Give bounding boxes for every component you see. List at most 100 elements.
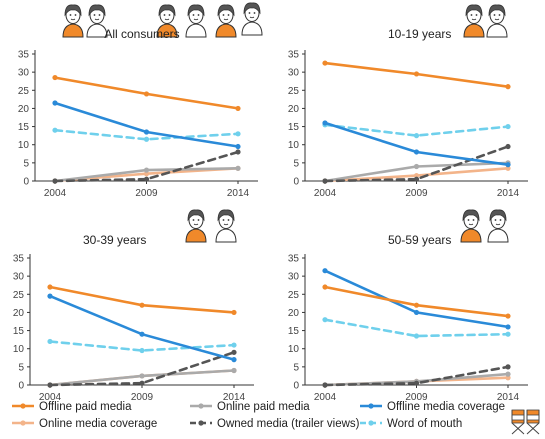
legend-item-online-coverage: Online media coverage (12, 418, 157, 430)
person-eye (69, 14, 72, 16)
data-point-word-of-mouth (505, 331, 511, 337)
person-mouth (494, 18, 500, 21)
data-point-online-coverage (143, 171, 150, 177)
data-point-offline-coverage (143, 129, 150, 135)
person-body (241, 21, 263, 36)
y-tick-label: 5 (293, 362, 299, 373)
person-hair (64, 4, 82, 17)
legend-marker (198, 420, 204, 426)
y-tick-label: 0 (18, 381, 24, 392)
chart-panel-2: 10-19 years 0 5 10 15 20 25 30 35 2004 2009 2014 (288, 4, 528, 199)
person-hair (489, 209, 507, 222)
legend-marker (20, 420, 26, 426)
person-mouth (223, 223, 229, 226)
y-tick-label: 20 (18, 104, 30, 115)
y-tick-label: 0 (293, 381, 299, 392)
data-point-owned-media (47, 382, 53, 388)
data-point-owned-media (235, 149, 241, 155)
data-point-online-coverage (505, 165, 511, 171)
legend-marker (198, 403, 204, 409)
data-point-offline-coverage (322, 120, 328, 126)
data-point-offline-paid (231, 309, 237, 316)
person-eye (499, 219, 502, 221)
data-point-word-of-mouth (52, 127, 58, 133)
data-point-offline-paid (322, 60, 328, 66)
person-mouth (468, 223, 474, 226)
y-tick-label: 20 (288, 104, 300, 115)
y-tick-label: 5 (23, 158, 29, 169)
person-body (215, 23, 237, 38)
data-point-offline-coverage (413, 309, 420, 316)
y-tick-label: 5 (18, 362, 24, 373)
y-tick-label: 15 (18, 122, 30, 133)
data-point-word-of-mouth (322, 317, 328, 323)
data-point-owned-media (322, 382, 328, 388)
chart-title: 30-39 years (83, 233, 146, 247)
data-point-word-of-mouth (231, 342, 237, 348)
data-point-owned-media (231, 349, 237, 355)
person-eye (248, 12, 251, 14)
data-point-offline-paid (413, 71, 420, 77)
y-tick-label: 10 (18, 140, 30, 151)
x-tick-label: 2009 (135, 188, 158, 199)
person-eye (222, 219, 225, 221)
y-tick-label: 25 (18, 86, 30, 97)
y-tick-label: 0 (293, 177, 299, 188)
chart-title: 10-19 years (388, 27, 451, 41)
person-hair (465, 4, 483, 17)
person-icon (460, 209, 482, 243)
chart-panel-1: All consumers 0 5 10 15 20 25 30 35 2004 2009 2014 (18, 2, 263, 199)
y-tick-label: 35 (13, 254, 25, 265)
data-point-owned-media (322, 178, 328, 184)
data-point-online-paid (143, 167, 150, 173)
legend-label: Offline paid media (39, 401, 132, 413)
legend-label: Offline media coverage (387, 401, 505, 413)
person-eye (472, 219, 475, 221)
person-eye (197, 14, 200, 16)
data-point-offline-coverage (47, 293, 53, 299)
data-point-owned-media (52, 178, 58, 184)
data-point-offline-coverage (139, 331, 145, 337)
data-point-owned-media (505, 143, 511, 150)
y-tick-label: 15 (288, 122, 300, 133)
y-tick-label: 15 (13, 326, 25, 337)
person-eye (192, 219, 195, 221)
person-icon (185, 4, 207, 38)
person-mouth (495, 223, 501, 226)
data-point-word-of-mouth (235, 131, 241, 137)
person-icon (86, 4, 108, 38)
person-icon (185, 209, 207, 243)
y-tick-label: 25 (288, 86, 300, 97)
data-point-offline-paid (52, 74, 58, 81)
person-hair (462, 209, 480, 222)
y-tick-label: 10 (288, 140, 300, 151)
person-eye (470, 14, 473, 16)
data-point-offline-coverage (231, 357, 237, 363)
y-tick-label: 30 (288, 272, 300, 283)
y-tick-label: 30 (18, 68, 30, 79)
person-hair (88, 4, 106, 17)
person-mouth (94, 18, 100, 21)
x-tick-label: 2004 (314, 188, 337, 199)
data-point-online-paid (413, 163, 420, 170)
person-icon (62, 4, 84, 38)
data-point-owned-media (143, 176, 150, 182)
data-point-online-paid (139, 373, 145, 379)
chart-title: All consumers (104, 27, 179, 41)
person-hair (217, 209, 235, 222)
person-mouth (193, 223, 199, 226)
legend-item-offline-paid: Offline paid media (12, 401, 132, 413)
person-body (215, 228, 237, 243)
legend-label: Owned media (trailer views) (217, 418, 360, 430)
person-eye (493, 14, 496, 16)
y-tick-label: 0 (23, 177, 29, 188)
y-tick-label: 10 (288, 344, 300, 355)
person-mouth (249, 16, 255, 19)
chart-title: 50-59 years (388, 233, 451, 247)
data-point-offline-coverage (505, 162, 511, 168)
chart-panel-3: 30-39 years 0 5 10 15 20 25 30 35 2004 2009 2014 (13, 209, 254, 403)
person-icon (487, 209, 509, 243)
x-tick-label: 2009 (131, 392, 154, 403)
legend-marker (20, 403, 26, 409)
